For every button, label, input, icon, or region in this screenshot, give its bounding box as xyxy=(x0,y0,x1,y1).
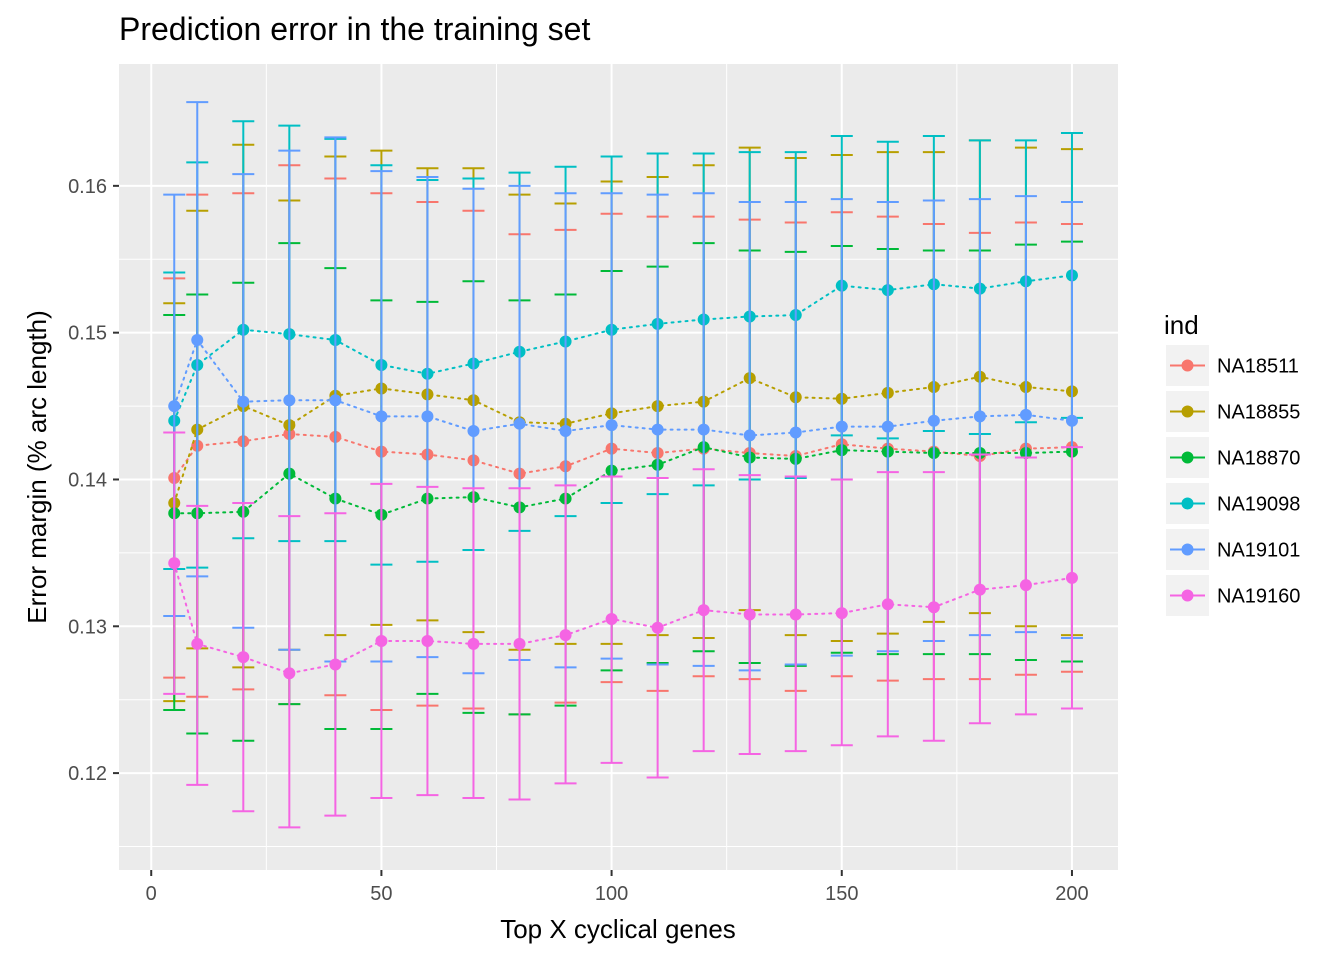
legend-label: NA19160 xyxy=(1217,586,1300,608)
data-point xyxy=(513,637,526,650)
x-axis: 0 50 100 150 200 xyxy=(146,870,1089,905)
data-point xyxy=(605,419,618,432)
data-point xyxy=(329,394,342,407)
legend-label: NA19101 xyxy=(1217,540,1300,562)
data-point xyxy=(835,607,848,620)
legend-key-point xyxy=(1181,497,1194,510)
data-point xyxy=(191,334,204,347)
data-point xyxy=(467,425,480,438)
data-point xyxy=(651,621,664,634)
data-point xyxy=(1065,571,1078,584)
data-point xyxy=(881,598,894,611)
data-point xyxy=(973,410,986,423)
data-point xyxy=(513,417,526,430)
y-axis-title: Error margin (% arc length) xyxy=(22,310,52,624)
legend: ind NA18511 NA18855 NA18870 NA19098 NA19101 N… xyxy=(1164,310,1300,616)
data-point xyxy=(605,612,618,625)
y-tick-label: 0.14 xyxy=(68,469,107,491)
y-tick-label: 0.12 xyxy=(68,763,107,785)
data-point xyxy=(1065,414,1078,427)
plot-panel xyxy=(119,64,1118,870)
legend-item-NA19098: NA19098 xyxy=(1166,483,1300,524)
x-tick-label: 150 xyxy=(825,883,858,905)
data-point xyxy=(1019,408,1032,421)
legend-label: NA18511 xyxy=(1217,356,1299,378)
legend-key-point xyxy=(1181,451,1194,464)
data-point xyxy=(1019,579,1032,592)
x-tick-label: 50 xyxy=(370,883,392,905)
legend-item-NA19101: NA19101 xyxy=(1166,529,1300,570)
x-axis-title: Top X cyclical genes xyxy=(500,914,736,944)
series-line xyxy=(173,446,1073,516)
legend-title: ind xyxy=(1164,310,1199,340)
legend-key-point xyxy=(1181,589,1194,602)
data-point xyxy=(237,651,250,664)
data-point xyxy=(559,425,572,438)
data-point xyxy=(743,429,756,442)
data-point xyxy=(237,395,250,408)
data-point xyxy=(697,423,710,436)
chart-title: Prediction error in the training set xyxy=(119,11,590,47)
data-point xyxy=(329,658,342,671)
data-point xyxy=(973,583,986,596)
data-point xyxy=(283,394,296,407)
data-point xyxy=(697,604,710,617)
legend-key-point xyxy=(1181,359,1194,372)
data-point xyxy=(743,608,756,621)
legend-label: NA19098 xyxy=(1217,494,1300,516)
data-point xyxy=(835,420,848,433)
data-point xyxy=(168,400,181,413)
data-point xyxy=(467,637,480,650)
y-axis: 0.12 0.13 0.14 0.15 0.16 xyxy=(68,176,119,785)
data-point xyxy=(881,420,894,433)
y-tick-label: 0.13 xyxy=(68,616,107,638)
legend-item-NA19160: NA19160 xyxy=(1166,575,1300,616)
legend-item-NA18511: NA18511 xyxy=(1166,345,1299,386)
data-point xyxy=(927,601,940,614)
data-point xyxy=(375,634,388,647)
series-line xyxy=(173,375,1073,504)
data-point xyxy=(789,608,802,621)
data-point xyxy=(651,423,664,436)
x-tick-label: 0 xyxy=(146,883,157,905)
series-layer xyxy=(163,101,1083,829)
data-point xyxy=(559,629,572,642)
legend-label: NA18870 xyxy=(1217,448,1300,470)
y-tick-label: 0.16 xyxy=(68,176,107,198)
legend-key-point xyxy=(1181,405,1194,418)
data-point xyxy=(375,410,388,423)
series-NA19160 xyxy=(163,431,1083,829)
data-point xyxy=(191,637,204,650)
x-tick-label: 100 xyxy=(595,883,628,905)
legend-item-NA18855: NA18855 xyxy=(1166,391,1300,432)
legend-label: NA18855 xyxy=(1217,402,1300,424)
data-point xyxy=(421,634,434,647)
y-tick-label: 0.15 xyxy=(68,323,107,345)
data-point xyxy=(283,667,296,680)
x-tick-label: 200 xyxy=(1055,883,1088,905)
data-point xyxy=(789,426,802,439)
data-point xyxy=(421,410,434,423)
legend-key-point xyxy=(1181,543,1194,556)
legend-item-NA18870: NA18870 xyxy=(1166,437,1300,478)
data-point xyxy=(168,557,181,570)
data-point xyxy=(927,414,940,427)
